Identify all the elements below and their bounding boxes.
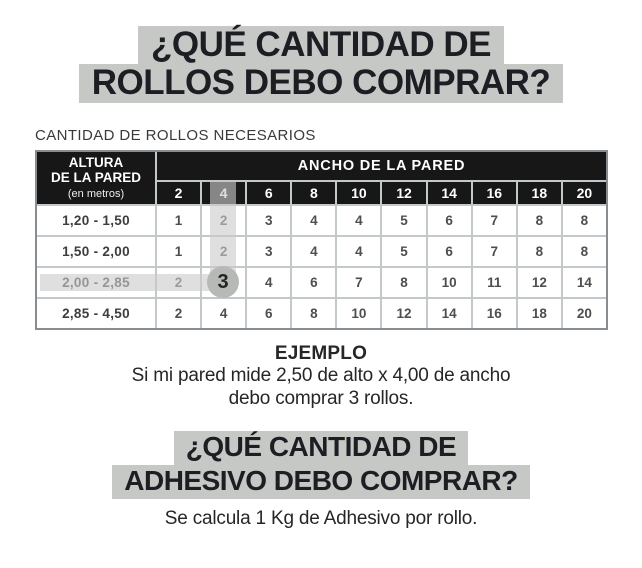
table-cell: 6 xyxy=(247,299,291,328)
table-cell: 3 xyxy=(247,206,291,235)
table-cell: 6 xyxy=(292,268,336,297)
main-title-line2-wrap: ROLLOS DEBO COMPRAR? xyxy=(0,64,642,103)
adhesive-title-line1-wrap: ¿QUÉ CANTIDAD DE xyxy=(0,430,642,465)
main-title-line2: ROLLOS DEBO COMPRAR? xyxy=(78,64,564,103)
table-cell: 1 xyxy=(157,206,201,235)
row-label: 1,50 - 2,00 xyxy=(37,237,155,266)
table-cell: 5 xyxy=(382,237,426,266)
row-label: 2,00 - 2,85 xyxy=(37,268,155,297)
row-label: 1,20 - 1,50 xyxy=(37,206,155,235)
adhesive-title-line2: ADHESIVO DEBO COMPRAR? xyxy=(112,464,530,499)
example-line2: debo comprar 3 rollos. xyxy=(228,387,414,409)
example-block: EJEMPLO Si mi pared mide 2,50 de alto x … xyxy=(0,343,642,411)
table-cell: 2 xyxy=(157,299,201,328)
adhesive-title: ¿QUÉ CANTIDAD DE ADHESIVO DEBO COMPRAR? xyxy=(0,430,642,499)
adhesive-note: Se calcula 1 Kg de Adhesivo por rollo. xyxy=(164,507,478,529)
rolls-table: ALTURA DE LA PARED (en metros) ANCHO DE … xyxy=(35,150,608,330)
col-header-4: 4 xyxy=(202,182,246,204)
table-cell: 14 xyxy=(562,268,606,297)
main-title: ¿QUÉ CANTIDAD DE ROLLOS DEBO COMPRAR? xyxy=(0,26,642,103)
table-cell: 2 xyxy=(202,206,246,235)
table-cell: 10 xyxy=(427,268,471,297)
table-cell: 12 xyxy=(517,268,561,297)
table-cell: 2 xyxy=(157,268,201,297)
table-cell: 2 xyxy=(202,237,246,266)
table-cell: 5 xyxy=(382,206,426,235)
example-line1: Si mi pared mide 2,50 de alto x 4,00 de … xyxy=(131,365,511,386)
table-cell: 4 xyxy=(247,268,291,297)
table-cell: 8 xyxy=(562,206,606,235)
table-cell: 11 xyxy=(472,268,516,297)
col-header-10: 10 xyxy=(337,182,381,204)
rolls-table-wrap: ALTURA DE LA PARED (en metros) ANCHO DE … xyxy=(35,150,608,330)
row-label: 2,85 - 4,50 xyxy=(37,299,155,328)
row-axis-subtitle: DE LA PARED xyxy=(50,170,141,186)
col-header-20: 20 xyxy=(562,182,606,204)
table-cell: 20 xyxy=(562,299,606,328)
table-cell: 6 xyxy=(427,237,471,266)
circled-result: 3 xyxy=(207,266,239,298)
col-header-18: 18 xyxy=(517,182,561,204)
row-axis-header: ALTURA DE LA PARED (en metros) xyxy=(37,152,155,204)
table-cell: 18 xyxy=(517,299,561,328)
col-axis-header: ANCHO DE LA PARED xyxy=(157,152,606,180)
table-cell: 4 xyxy=(292,206,336,235)
col-header-14: 14 xyxy=(427,182,471,204)
table-cell: 8 xyxy=(382,268,426,297)
table-cell: 7 xyxy=(472,206,516,235)
table-cell: 14 xyxy=(427,299,471,328)
col-header-16: 16 xyxy=(472,182,516,204)
table-cell: 4 xyxy=(337,206,381,235)
row-axis-title: ALTURA xyxy=(68,155,124,171)
table-cell: 8 xyxy=(517,206,561,235)
col-header-8: 8 xyxy=(292,182,336,204)
table-cell: 10 xyxy=(337,299,381,328)
table-cell: 8 xyxy=(292,299,336,328)
table-cell: 3 xyxy=(247,237,291,266)
table-caption: CANTIDAD DE ROLLOS NECESARIOS xyxy=(35,127,316,144)
main-title-line1: ¿QUÉ CANTIDAD DE xyxy=(137,26,505,65)
table-cell: 4 xyxy=(292,237,336,266)
col-header-12: 12 xyxy=(382,182,426,204)
example-heading: EJEMPLO xyxy=(274,343,368,364)
col-header-6: 6 xyxy=(247,182,291,204)
table-cell: 6 xyxy=(427,206,471,235)
table-cell: 8 xyxy=(517,237,561,266)
table-cell: 7 xyxy=(472,237,516,266)
row-axis-unit: (en metros) xyxy=(67,188,125,201)
col-header-2: 2 xyxy=(157,182,201,204)
table-cell: 16 xyxy=(472,299,516,328)
table-cell: 8 xyxy=(562,237,606,266)
main-title-line1-wrap: ¿QUÉ CANTIDAD DE xyxy=(0,26,642,65)
table-cell: 1 xyxy=(157,237,201,266)
adhesive-title-line1: ¿QUÉ CANTIDAD DE xyxy=(173,430,469,465)
table-cell: 12 xyxy=(382,299,426,328)
table-cell: 4 xyxy=(202,299,246,328)
table-cell: 7 xyxy=(337,268,381,297)
table-cell: 4 xyxy=(337,237,381,266)
adhesive-title-line2-wrap: ADHESIVO DEBO COMPRAR? xyxy=(0,464,642,499)
